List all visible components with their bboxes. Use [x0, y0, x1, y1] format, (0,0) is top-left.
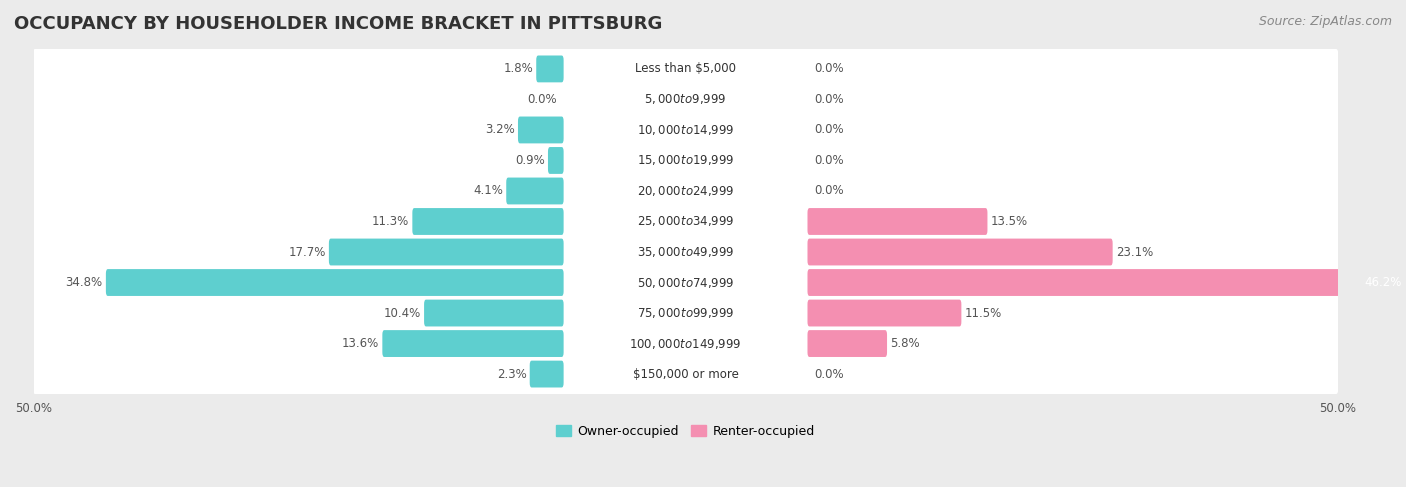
FancyBboxPatch shape [412, 208, 564, 235]
FancyBboxPatch shape [32, 354, 1339, 394]
FancyBboxPatch shape [32, 49, 1339, 90]
Text: $5,000 to $9,999: $5,000 to $9,999 [644, 93, 727, 107]
FancyBboxPatch shape [807, 208, 987, 235]
Text: 4.1%: 4.1% [472, 185, 503, 198]
Text: 13.5%: 13.5% [991, 215, 1028, 228]
Text: Source: ZipAtlas.com: Source: ZipAtlas.com [1258, 15, 1392, 28]
FancyBboxPatch shape [530, 361, 564, 388]
FancyBboxPatch shape [32, 323, 1339, 364]
FancyBboxPatch shape [32, 262, 1339, 303]
FancyBboxPatch shape [517, 116, 564, 143]
FancyBboxPatch shape [32, 110, 1339, 150]
Text: 1.8%: 1.8% [503, 62, 533, 75]
FancyBboxPatch shape [32, 231, 1339, 272]
FancyBboxPatch shape [382, 330, 564, 357]
Text: 10.4%: 10.4% [384, 306, 420, 319]
Text: 11.5%: 11.5% [965, 306, 1002, 319]
Text: 17.7%: 17.7% [288, 245, 326, 259]
FancyBboxPatch shape [548, 147, 564, 174]
Text: 3.2%: 3.2% [485, 123, 515, 136]
Text: 0.0%: 0.0% [527, 93, 557, 106]
Text: OCCUPANCY BY HOUSEHOLDER INCOME BRACKET IN PITTSBURG: OCCUPANCY BY HOUSEHOLDER INCOME BRACKET … [14, 15, 662, 33]
FancyBboxPatch shape [807, 269, 1406, 296]
Text: 0.0%: 0.0% [814, 368, 844, 380]
Text: $50,000 to $74,999: $50,000 to $74,999 [637, 276, 734, 290]
FancyBboxPatch shape [329, 239, 564, 265]
FancyBboxPatch shape [32, 170, 1339, 211]
FancyBboxPatch shape [807, 239, 1112, 265]
Text: 0.9%: 0.9% [515, 154, 544, 167]
Text: 5.8%: 5.8% [890, 337, 920, 350]
Text: 23.1%: 23.1% [1116, 245, 1153, 259]
FancyBboxPatch shape [32, 140, 1339, 181]
Text: $10,000 to $14,999: $10,000 to $14,999 [637, 123, 734, 137]
Text: 11.3%: 11.3% [371, 215, 409, 228]
Text: 0.0%: 0.0% [814, 93, 844, 106]
Text: 13.6%: 13.6% [342, 337, 380, 350]
FancyBboxPatch shape [32, 293, 1339, 334]
Text: $20,000 to $24,999: $20,000 to $24,999 [637, 184, 734, 198]
Text: 0.0%: 0.0% [814, 123, 844, 136]
Text: 0.0%: 0.0% [814, 154, 844, 167]
FancyBboxPatch shape [506, 178, 564, 205]
Text: $25,000 to $34,999: $25,000 to $34,999 [637, 214, 734, 228]
Text: $35,000 to $49,999: $35,000 to $49,999 [637, 245, 734, 259]
FancyBboxPatch shape [32, 201, 1339, 242]
Text: $100,000 to $149,999: $100,000 to $149,999 [630, 337, 742, 351]
Text: 2.3%: 2.3% [496, 368, 526, 380]
Text: 0.0%: 0.0% [814, 185, 844, 198]
Text: $150,000 or more: $150,000 or more [633, 368, 738, 380]
Text: 34.8%: 34.8% [66, 276, 103, 289]
FancyBboxPatch shape [536, 56, 564, 82]
Text: 46.2%: 46.2% [1364, 276, 1402, 289]
FancyBboxPatch shape [807, 330, 887, 357]
Text: 0.0%: 0.0% [814, 62, 844, 75]
Text: $75,000 to $99,999: $75,000 to $99,999 [637, 306, 734, 320]
Legend: Owner-occupied, Renter-occupied: Owner-occupied, Renter-occupied [551, 420, 820, 443]
FancyBboxPatch shape [32, 79, 1339, 120]
FancyBboxPatch shape [105, 269, 564, 296]
Text: $15,000 to $19,999: $15,000 to $19,999 [637, 153, 734, 168]
FancyBboxPatch shape [425, 300, 564, 326]
Text: Less than $5,000: Less than $5,000 [636, 62, 737, 75]
FancyBboxPatch shape [807, 300, 962, 326]
